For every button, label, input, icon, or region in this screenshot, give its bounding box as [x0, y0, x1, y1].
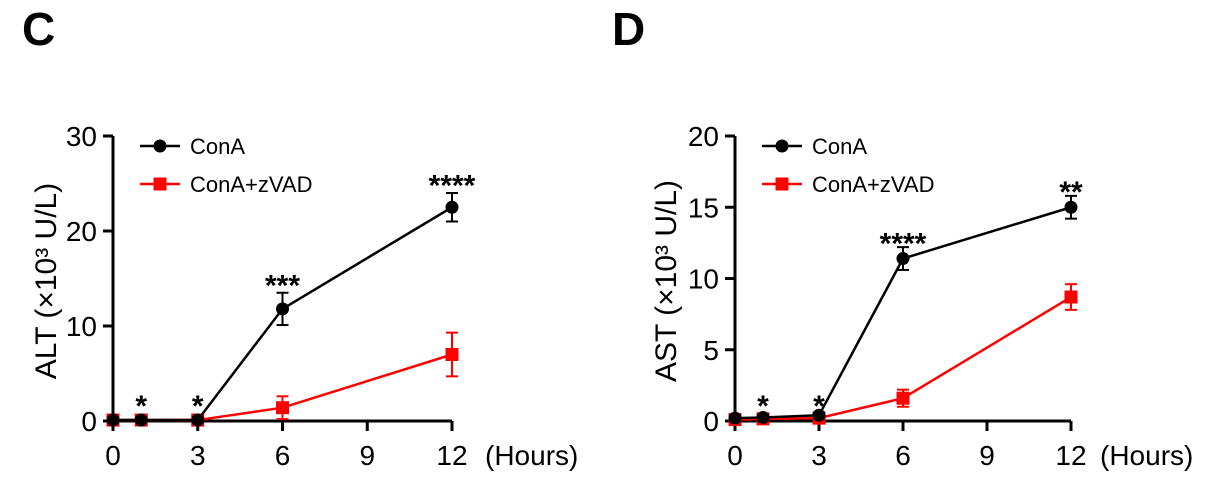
x-tick-label: 3 [811, 440, 827, 471]
data-point [276, 401, 289, 415]
x-tick-label: 6 [895, 440, 911, 471]
data-point [896, 252, 910, 266]
significance-label: * [192, 390, 204, 423]
panel-letter: D [612, 3, 645, 55]
legend-label: ConA+zVAD [190, 172, 312, 197]
y-tick-label: 10 [66, 311, 97, 342]
x-tick-label: 9 [979, 440, 995, 471]
x-tick-label: 0 [105, 440, 121, 471]
x-axis-unit: (Hours) [485, 440, 578, 471]
data-point [896, 391, 910, 405]
y-axis-label: AST (×10³ U/L) [650, 180, 683, 382]
y-axis-label: ALT (×10³ U/L) [30, 183, 63, 379]
legend-label: ConA+zVAD [812, 172, 934, 197]
data-point [728, 411, 742, 425]
x-axis-unit: (Hours) [1100, 440, 1193, 471]
legend-marker [775, 177, 789, 191]
x-tick-label: 6 [275, 440, 291, 471]
significance-label: * [813, 390, 825, 423]
panel-letter: C [22, 3, 55, 55]
data-point [445, 348, 459, 361]
y-tick-label: 20 [688, 121, 719, 152]
significance-label: *** [265, 269, 300, 302]
data-point [191, 413, 205, 427]
x-tick-label: 9 [359, 440, 375, 471]
legend-label: ConA [190, 134, 245, 159]
significance-label: **** [880, 227, 927, 260]
legend-label: ConA [812, 134, 867, 159]
y-tick-label: 10 [688, 264, 719, 295]
significance-label: * [135, 390, 147, 423]
y-tick-label: 15 [688, 192, 719, 223]
y-tick-label: 5 [703, 335, 719, 366]
y-tick-label: 0 [81, 406, 97, 437]
data-point [134, 413, 148, 427]
data-point [106, 413, 120, 427]
legend-marker [775, 139, 789, 153]
legend-marker [153, 139, 167, 153]
significance-label: * [757, 390, 769, 423]
y-tick-label: 30 [66, 121, 97, 152]
data-point [812, 408, 826, 422]
y-tick-label: 20 [66, 216, 97, 247]
y-tick-label: 0 [703, 406, 719, 437]
x-tick-label: 3 [190, 440, 206, 471]
significance-label: **** [429, 170, 476, 203]
data-point [445, 200, 459, 214]
significance-label: ** [1059, 176, 1083, 209]
x-tick-label: 0 [727, 440, 743, 471]
data-point [756, 410, 770, 424]
x-tick-label: 12 [1055, 440, 1086, 471]
chart-panel-d: D AST (×10³ U/L) (Hours) 0 5 10 15 20 0 3 6 9 12 *… [612, 3, 1193, 471]
data-point [1064, 200, 1078, 214]
x-tick-label: 12 [436, 440, 467, 471]
legend-marker [153, 177, 167, 191]
data-point [1064, 290, 1078, 304]
data-point [276, 302, 289, 316]
